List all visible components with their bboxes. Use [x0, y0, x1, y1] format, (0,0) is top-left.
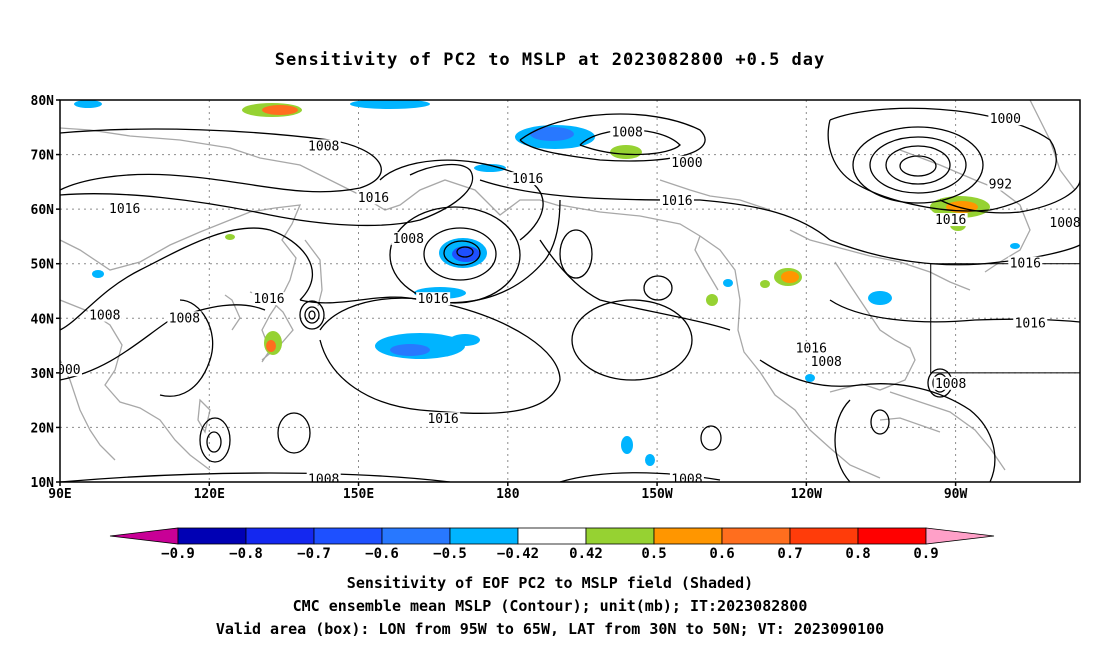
contour-label: 992	[989, 178, 1012, 193]
colorbar-swatch	[517, 527, 587, 545]
contour-label: 1016	[661, 194, 692, 209]
shade-blob	[450, 334, 480, 346]
caption-shaded: Sensitivity of EOF PC2 to MSLP field (Sh…	[346, 574, 754, 592]
shade-blob	[723, 279, 733, 287]
lat-tick-label: 10N	[31, 476, 55, 491]
mslp-contours	[60, 107, 1080, 482]
colorbar-label: −0.9	[161, 546, 195, 562]
colorbar: −0.9 −0.8 −0.7 −0.6 −0.5 −0.42 0.42 0.5 0.6 0.7 0.…	[109, 527, 995, 562]
colorbar-label: −0.42	[497, 546, 539, 562]
colorbar-swatch	[449, 527, 519, 545]
contour-label: 1000	[990, 112, 1021, 127]
contour-label: 1016	[796, 341, 827, 356]
lon-tick-label: 180	[496, 487, 520, 502]
contour-label: 1016	[418, 292, 449, 307]
lon-tick-label: 150W	[641, 487, 672, 502]
contour-label: 1016	[253, 292, 284, 307]
lat-tick-label: 30N	[31, 367, 55, 382]
colorbar-swatch	[721, 527, 791, 545]
contour-label: 1008	[612, 126, 643, 141]
contour-label: 1016	[109, 202, 140, 217]
shade-blob	[610, 145, 642, 159]
lat-axis: 80N 70N 60N 50N 40N 30N 20N 10N	[31, 94, 60, 491]
shaded-sensitivity	[74, 100, 1020, 466]
shade-blob	[645, 454, 655, 466]
shade-blob	[530, 127, 574, 141]
caption-contour: CMC ensemble mean MSLP (Contour); unit(m…	[292, 597, 808, 615]
contour-label: 1016	[358, 191, 389, 206]
shade-blob	[452, 246, 480, 262]
colorbar-label: 0.42	[569, 546, 603, 562]
colorbar-label: 0.9	[913, 546, 938, 562]
caption-valid-area: Valid area (box): LON from 95W to 65W, L…	[215, 620, 885, 638]
contour-label: 1008	[811, 355, 842, 370]
lon-tick-label: 90E	[48, 487, 71, 502]
colorbar-swatch	[789, 527, 859, 545]
contour-label: 1008	[169, 311, 200, 326]
colorbar-label: 0.6	[709, 546, 734, 562]
contour-label: 1008	[935, 377, 966, 392]
contour-label: 1016	[512, 172, 543, 187]
contour-label: 1016	[427, 412, 458, 427]
colorbar-swatch	[857, 527, 927, 545]
shade-blob	[262, 105, 298, 115]
shade-blob	[74, 100, 102, 108]
lon-tick-label: 120E	[194, 487, 225, 502]
lon-axis: 90E 120E 150E 180 150W 120W 90W	[48, 482, 968, 502]
colorbar-swatch	[313, 527, 383, 545]
colorbar-label: −0.8	[229, 546, 263, 562]
contour-label: 1000	[49, 363, 80, 378]
contour-label: 1008	[308, 472, 339, 487]
shade-blob	[474, 164, 506, 172]
colorbar-low-extend	[109, 527, 179, 545]
lon-tick-label: 150E	[343, 487, 374, 502]
shade-blob	[760, 280, 770, 288]
lon-tick-label: 90W	[944, 487, 968, 502]
lat-lon-grid	[60, 100, 1080, 482]
shade-blob	[266, 340, 276, 352]
shade-blob	[805, 374, 815, 382]
shade-blob	[390, 344, 430, 356]
shade-blob	[350, 100, 430, 109]
shade-blob	[868, 291, 892, 305]
contour-label: 1008	[308, 139, 339, 154]
colorbar-swatch	[245, 527, 315, 545]
page-title: Sensitivity of PC2 to MSLP at 2023082800…	[274, 50, 826, 70]
shade-blob	[781, 271, 799, 283]
contour-label: 1008	[89, 309, 120, 324]
contour-label: 1016	[1010, 257, 1041, 272]
colorbar-label: −0.7	[297, 546, 331, 562]
colorbar-label: −0.6	[365, 546, 399, 562]
shade-blob	[92, 270, 104, 278]
map-frame	[59, 99, 1081, 483]
contour-label: 1008	[671, 472, 702, 487]
contour-labels: 1008101610161016100810001016100810161008…	[49, 112, 1080, 487]
contour-label: 1016	[1015, 317, 1046, 332]
contour-label: 1016	[935, 213, 966, 228]
colorbar-label: −0.5	[433, 546, 467, 562]
lon-tick-label: 120W	[791, 487, 822, 502]
lat-tick-label: 20N	[31, 421, 55, 436]
shade-blob	[1010, 243, 1020, 249]
lat-tick-label: 60N	[31, 203, 55, 218]
colorbar-label: 0.5	[641, 546, 666, 562]
contour-label: 1008	[393, 232, 424, 247]
shade-blob	[706, 294, 718, 306]
colorbar-swatch	[381, 527, 451, 545]
lat-tick-label: 80N	[31, 94, 55, 109]
lat-tick-label: 70N	[31, 149, 55, 164]
shade-blob	[225, 234, 235, 240]
colorbar-swatch	[585, 527, 655, 545]
colorbar-swatch	[653, 527, 723, 545]
shade-blob	[621, 436, 633, 454]
colorbar-label: 0.8	[845, 546, 870, 562]
lat-tick-label: 50N	[31, 258, 55, 273]
colorbar-high-extend	[925, 527, 995, 545]
colorbar-swatch	[177, 527, 247, 545]
lat-tick-label: 40N	[31, 312, 55, 327]
contour-label: 1000	[671, 156, 702, 171]
colorbar-label: 0.7	[777, 546, 802, 562]
contour-label: 1008	[1049, 216, 1080, 231]
